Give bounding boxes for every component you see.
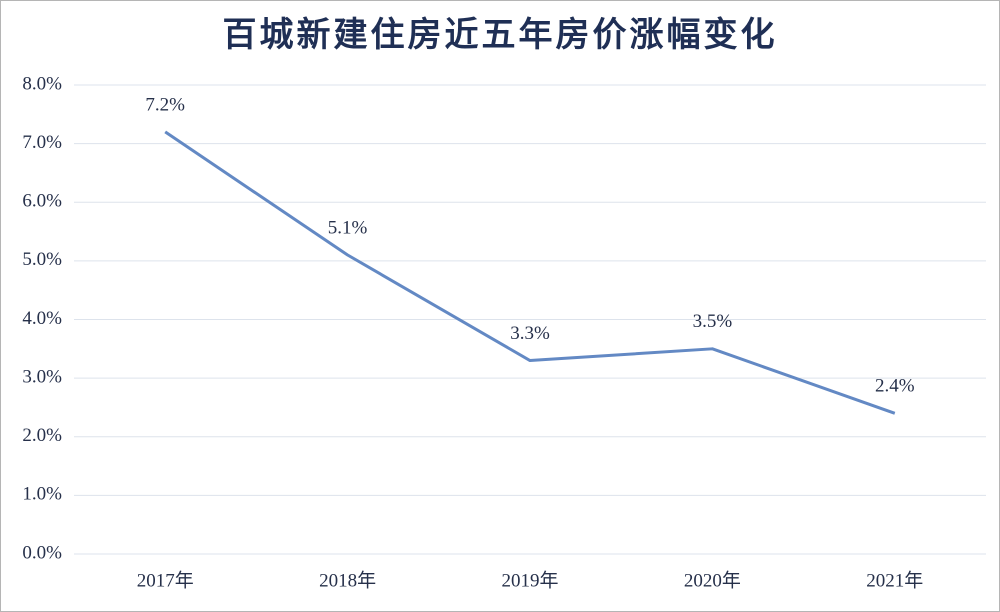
y-tick-label: 1.0% [22,484,62,505]
chart-title: 百城新建住房近五年房价涨幅变化 [223,16,778,54]
y-tick-label: 5.0% [22,249,62,270]
data-label: 3.5% [693,311,733,332]
y-tick-label: 0.0% [22,542,62,563]
y-tick-label: 6.0% [22,191,62,212]
data-label: 2.4% [875,376,915,397]
x-tick-label: 2017年 [137,569,194,591]
x-tick-label: 2019年 [501,569,558,591]
data-label: 5.1% [328,217,368,238]
y-tick-label: 2.0% [22,425,62,446]
y-tick-label: 8.0% [22,73,62,94]
x-tick-label: 2021年 [866,569,923,591]
data-label: 7.2% [145,94,185,115]
y-tick-label: 3.0% [22,366,62,387]
y-tick-label: 7.0% [22,132,62,153]
x-tick-label: 2020年 [684,569,741,591]
data-label: 3.3% [510,323,550,344]
data-line [164,130,896,415]
x-tick-label: 2018年 [319,569,376,591]
y-tick-label: 4.0% [22,308,62,329]
